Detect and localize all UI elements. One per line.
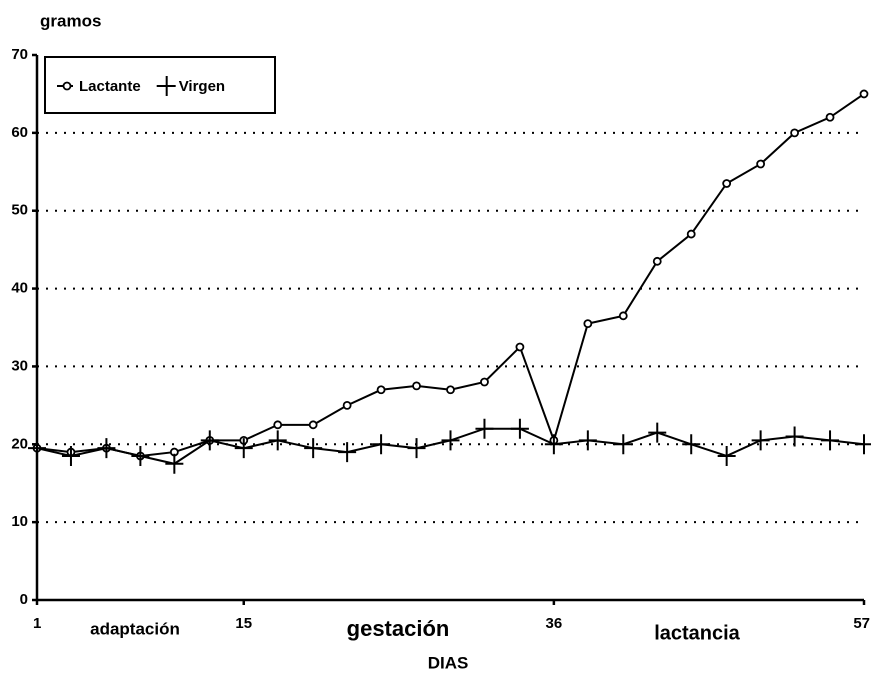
marker (62, 81, 72, 91)
marker (682, 434, 701, 455)
series-line (36, 93, 865, 457)
marker (648, 422, 667, 443)
y-tick-label: 40 (11, 280, 28, 297)
marker (273, 420, 283, 430)
y-tick-label: 60 (11, 124, 28, 141)
marker (376, 385, 386, 395)
marker (825, 112, 835, 122)
marker (308, 420, 318, 430)
x-tick-label: 57 (853, 615, 870, 632)
marker (751, 430, 770, 451)
y-axis-label: gramos (40, 11, 101, 30)
marker (510, 418, 529, 439)
marker (583, 319, 593, 329)
marker (441, 430, 460, 451)
marker (157, 76, 176, 96)
marker (614, 434, 633, 455)
marker (717, 445, 736, 466)
marker (722, 179, 732, 188)
marker (446, 385, 455, 395)
marker (234, 438, 253, 459)
legend-label: Lactante (79, 78, 141, 95)
marker (407, 438, 426, 459)
x-axis-label: DIAS (428, 653, 469, 672)
annotation: lactancia (654, 622, 740, 644)
x-tick-label: 36 (546, 615, 563, 632)
marker (61, 445, 80, 466)
marker (859, 89, 869, 99)
marker (790, 128, 799, 138)
marker (480, 377, 489, 387)
marker (821, 430, 840, 451)
marker (544, 434, 563, 455)
legend-label: Virgen (179, 78, 225, 95)
annotation: gestación (347, 616, 450, 641)
marker (200, 430, 219, 451)
y-tick-label: 0 (20, 591, 28, 608)
marker (165, 453, 184, 474)
marker (28, 438, 46, 459)
marker (578, 430, 597, 451)
marker (686, 229, 696, 239)
marker (756, 159, 766, 169)
y-tick-label: 30 (11, 357, 28, 374)
x-tick-label: 1 (33, 615, 41, 632)
marker (785, 426, 804, 447)
y-tick-label: 70 (11, 46, 28, 63)
marker (97, 438, 116, 459)
marker (412, 381, 421, 391)
marker (855, 434, 871, 455)
marker (372, 434, 391, 455)
marker (304, 438, 323, 459)
marker (515, 342, 525, 352)
marker (338, 442, 357, 463)
y-tick-label: 50 (11, 202, 28, 219)
y-tick-label: 10 (11, 513, 28, 530)
x-tick-label: 15 (235, 615, 252, 632)
marker (131, 445, 150, 466)
annotation: adaptación (90, 619, 180, 638)
marker (475, 418, 494, 439)
marker (652, 256, 662, 266)
marker (342, 400, 352, 410)
marker (268, 430, 287, 451)
marker (618, 311, 628, 321)
y-tick-label: 20 (11, 435, 28, 452)
